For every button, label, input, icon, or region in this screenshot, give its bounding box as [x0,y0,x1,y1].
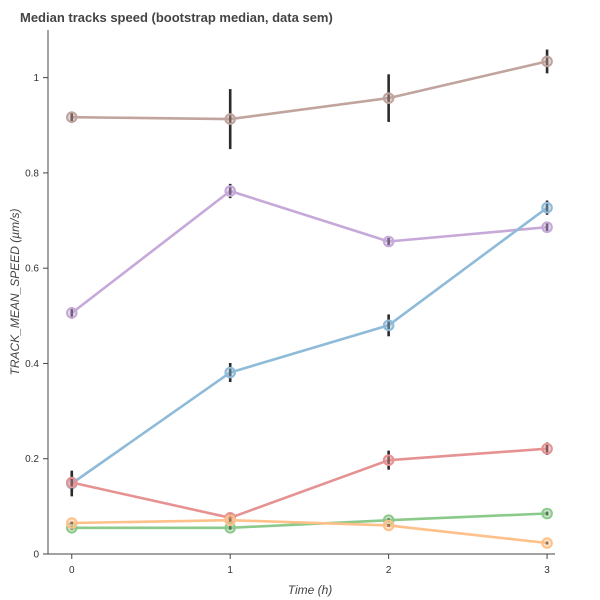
data-point [224,185,237,197]
chart-title: Median tracks speed (bootstrap median, d… [20,10,333,25]
data-point [65,517,78,529]
x-tick-label: 1 [227,565,233,576]
plot-area [65,49,553,549]
series-1 [65,49,553,150]
data-point [224,113,237,125]
x-tick-label: 2 [386,565,392,576]
data-point [382,519,395,532]
series-line [71,518,548,545]
data-point [65,307,78,319]
data-point [541,201,553,214]
series-6 [65,514,553,549]
data-point [541,537,553,549]
series-2 [65,183,553,319]
data-point [541,55,553,68]
x-tick-label: 3 [544,565,550,576]
data-point [382,454,395,466]
data-point [224,514,237,526]
y-tick-label: 0 [33,550,39,561]
y-tick-label: 1 [33,73,39,84]
y-tick-label: 0.4 [25,359,39,370]
data-point [541,507,553,520]
x-tick-label: 0 [69,565,75,576]
data-point [382,319,395,332]
series-4 [65,442,553,524]
series-3 [65,200,553,497]
y-axis: 0 0.2 0.4 0.6 0.8 1 [25,30,49,561]
series-line [71,447,548,520]
y-tick-label: 0.6 [25,264,39,275]
data-point [224,366,237,379]
y-tick-label: 0.8 [25,168,39,179]
series-line [71,60,548,121]
data-point [382,235,395,248]
data-point [382,92,395,104]
data-point [541,221,553,234]
x-axis-label: Time (h) [288,583,333,597]
data-point [65,111,78,123]
x-axis: 0 1 2 3 [48,553,555,576]
y-tick-label: 0.2 [25,454,39,465]
data-point [541,442,553,455]
y-axis-label: TRACK_MEAN_SPEED (µm/s) [8,209,22,376]
series-line [71,189,548,315]
series-line [71,206,548,485]
data-point [65,476,78,489]
